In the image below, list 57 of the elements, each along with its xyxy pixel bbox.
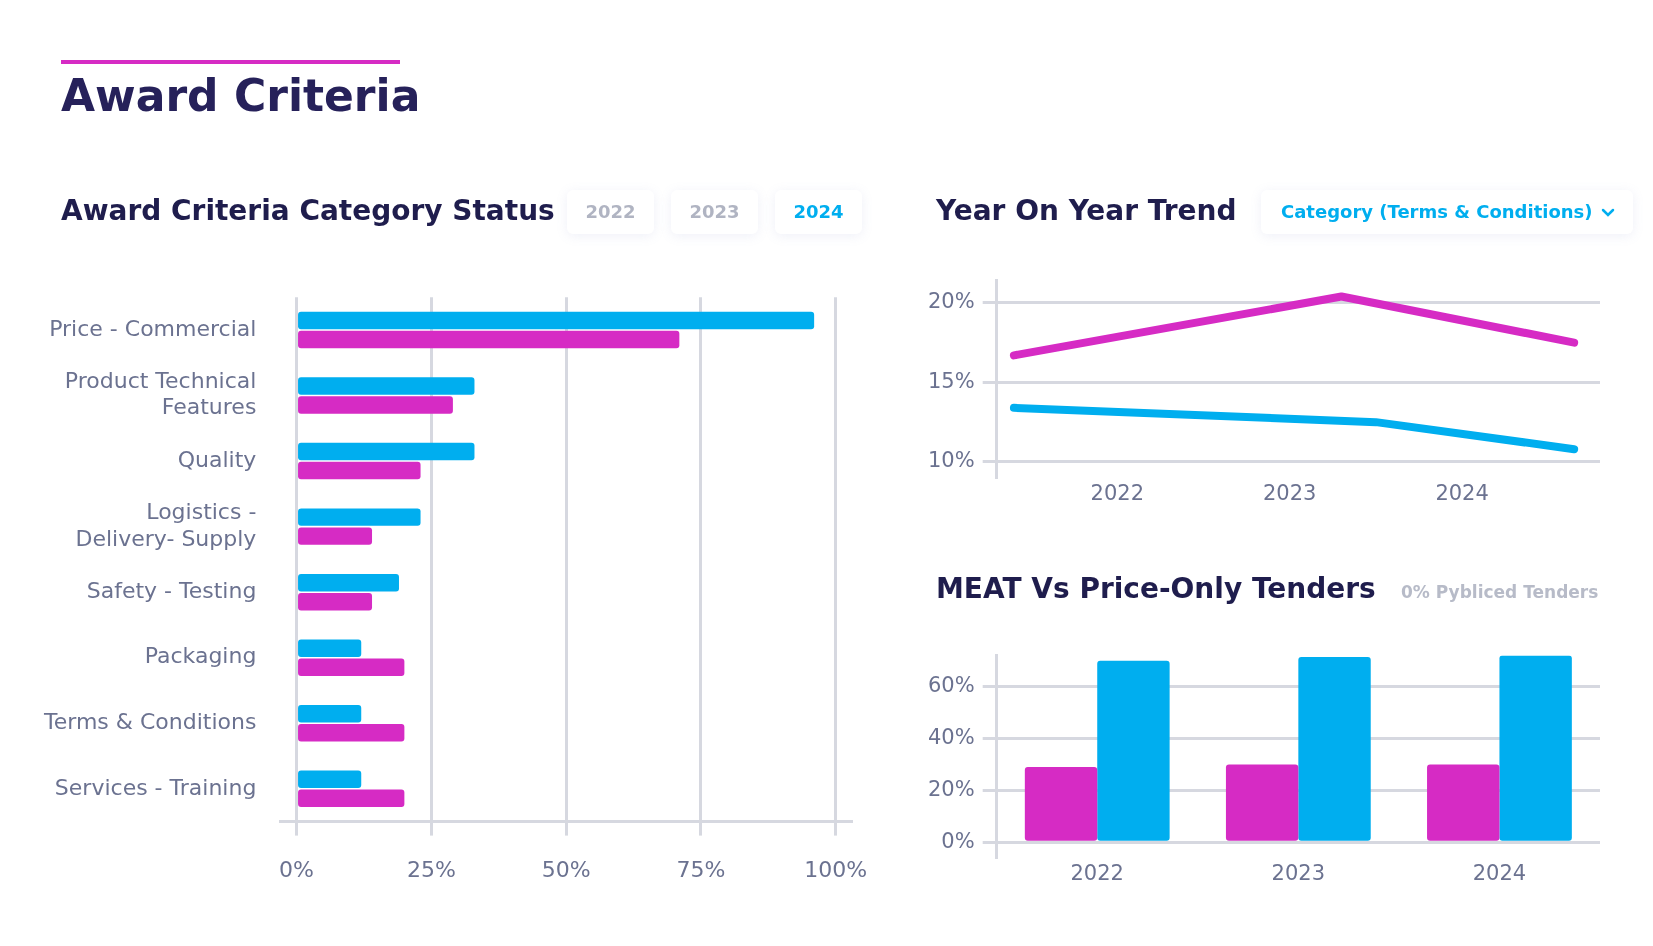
x-tick-label: 25%	[406, 856, 456, 882]
bar	[1427, 764, 1500, 841]
chart-title: Year On Year Trend	[936, 194, 1237, 227]
y-tick-label: 0%	[941, 828, 975, 853]
bar	[298, 592, 373, 611]
bar	[298, 330, 680, 349]
bar	[1024, 767, 1098, 841]
x-tick-label: 2023	[1271, 860, 1326, 885]
y-tick-label: 20%	[927, 776, 975, 801]
y-tick-label: Packaging	[144, 643, 257, 669]
x-tick-label: 75%	[676, 856, 726, 882]
y-tick-label: Quality	[177, 446, 257, 472]
x-tick-label: 2022	[1090, 480, 1145, 505]
x-tick-label: 2023	[1262, 480, 1317, 505]
bar	[298, 377, 475, 395]
bar	[1097, 660, 1170, 841]
bar	[298, 396, 453, 414]
y-tick-label: Price - Commercial	[49, 315, 257, 341]
x-tick-label: 0%	[279, 856, 314, 882]
text: 2024	[775, 190, 862, 234]
bar	[298, 770, 362, 789]
y-tick-label: Logistics - Delivery- Supply	[75, 499, 257, 551]
text: 2023	[671, 190, 758, 234]
x-tick-label: 2024	[1435, 480, 1489, 505]
y-tick-label: Product Technical Features	[64, 368, 257, 420]
bar	[1499, 655, 1572, 841]
y-tick-label: Services - Training	[54, 774, 257, 800]
bar	[298, 789, 405, 808]
bar	[298, 311, 815, 330]
chart-title: MEAT Vs Price-Only Tenders	[936, 572, 1376, 605]
bar	[298, 658, 405, 676]
bar	[298, 573, 399, 592]
bar	[1298, 656, 1371, 841]
bar	[298, 639, 362, 657]
bar	[298, 508, 421, 526]
chart-subtitle: 0% Pybliced Tenders	[1401, 582, 1599, 602]
text: 2022	[567, 190, 654, 234]
bar	[298, 442, 475, 461]
bar	[298, 705, 362, 723]
chart-title: Award Criteria Category Status	[61, 194, 555, 227]
x-tick-label: 100%	[804, 856, 868, 882]
y-tick-label: Terms & Conditions	[43, 708, 257, 734]
bar	[298, 724, 405, 742]
y-tick-label: 20%	[927, 289, 975, 314]
y-tick-label: 15%	[927, 368, 975, 393]
y-tick-label: Safety - Testing	[86, 577, 257, 603]
y-tick-label: 10%	[927, 448, 975, 473]
y-tick-label: 40%	[927, 725, 975, 750]
bar	[298, 527, 373, 545]
y-tick-label: 60%	[927, 673, 975, 698]
x-tick-label: 2024	[1472, 860, 1527, 885]
bar	[298, 461, 421, 480]
bar	[1225, 764, 1299, 841]
text: Category (Terms & Conditions)	[1281, 201, 1593, 222]
x-tick-label: 2022	[1070, 860, 1124, 885]
text: Award Criteria	[61, 70, 421, 121]
x-tick-label: 50%	[541, 856, 591, 882]
